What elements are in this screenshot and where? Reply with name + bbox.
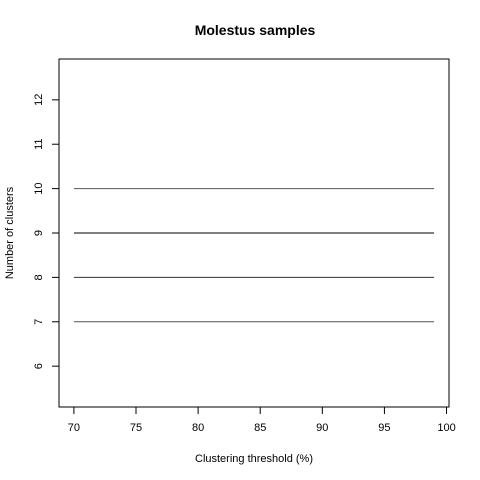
x-tick-label: 70 xyxy=(68,422,80,434)
x-tick-label: 95 xyxy=(378,422,390,434)
x-tick-label: 90 xyxy=(316,422,328,434)
series-layer xyxy=(73,188,435,323)
x-tick-label: 85 xyxy=(254,422,266,434)
y-tick-label: 10 xyxy=(33,182,45,194)
y-tick-label: 6 xyxy=(33,363,45,369)
y-tick-label: 9 xyxy=(33,230,45,236)
y-axis: 6 7 8 9 10 11 12 xyxy=(33,94,60,369)
y-axis-label: Number of clusters xyxy=(4,186,16,279)
chart-title: Molestus samples xyxy=(195,22,316,38)
x-axis: 70 75 80 85 90 95 100 xyxy=(68,406,456,434)
x-tick-label: 80 xyxy=(192,422,204,434)
x-tick-label: 75 xyxy=(130,422,142,434)
y-tick-label: 8 xyxy=(33,274,45,280)
y-tick-label: 7 xyxy=(33,319,45,325)
x-tick-label: 100 xyxy=(437,422,455,434)
y-tick-label: 11 xyxy=(33,138,45,149)
x-axis-label: Clustering threshold (%) xyxy=(195,453,313,465)
y-tick-label: 12 xyxy=(33,94,45,106)
